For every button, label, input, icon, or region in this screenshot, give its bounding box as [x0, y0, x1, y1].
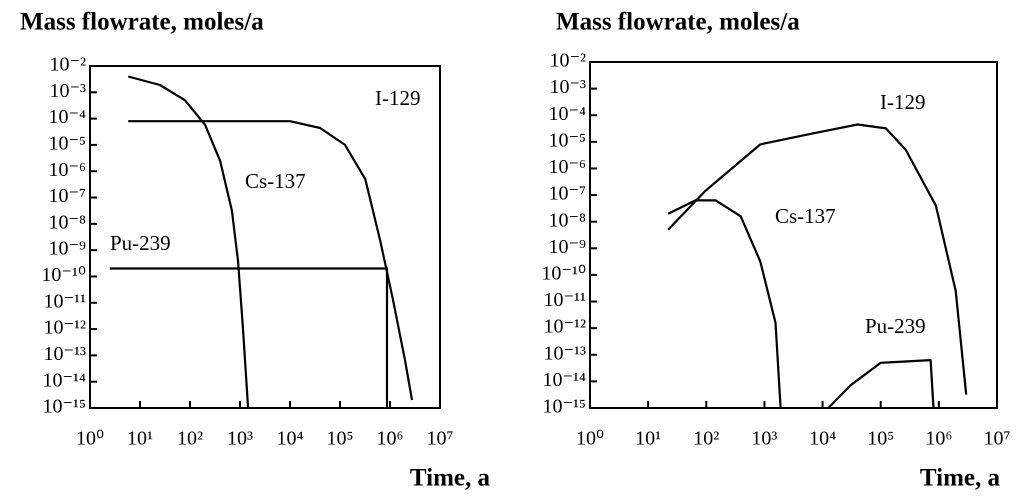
- plot-frame: [589, 61, 998, 409]
- series-label: I-129: [375, 86, 421, 110]
- x-tick-label: 10⁰: [76, 428, 104, 450]
- y-tick-label: 10⁻⁵: [48, 133, 86, 155]
- series-label: I-129: [880, 90, 926, 114]
- x-axis-label: Time, a: [920, 465, 1001, 492]
- y-tick-label: 10⁻⁵: [548, 129, 586, 151]
- series-label: Pu-239: [110, 231, 171, 255]
- series-line: [667, 123, 968, 395]
- y-tick-label: 10⁻²: [549, 50, 586, 72]
- y-tick-label: 10⁻⁹: [548, 236, 586, 258]
- y-tick-label: 10⁻⁶: [548, 156, 586, 178]
- y-tick-label: 10⁻⁸: [548, 209, 586, 231]
- y-tick-label: 10⁻¹⁴: [42, 369, 86, 391]
- series-line: [128, 120, 414, 401]
- y-tick-label: 10⁻¹⁴: [542, 369, 586, 391]
- x-tick-label: 10⁴: [277, 428, 304, 450]
- x-axis-label: Time, a: [410, 465, 491, 492]
- x-tick-label: 10⁰: [576, 428, 604, 450]
- x-tick-label: 10²: [177, 428, 203, 450]
- y-tick-label: 10⁻⁷: [48, 185, 86, 207]
- y-tick-label: 10⁻¹⁵: [42, 396, 86, 418]
- y-tick-label: 10⁻⁶: [48, 159, 86, 181]
- y-tick-label: 10⁻¹²: [43, 317, 86, 339]
- x-tick-label: 10³: [227, 428, 253, 450]
- series-line: [127, 75, 250, 409]
- y-tick-label: 10⁻⁴: [48, 106, 86, 128]
- x-tick-label: 10³: [751, 428, 777, 450]
- series-line: [109, 267, 389, 408]
- x-tick-label: 10⁶: [925, 428, 952, 450]
- y-tick-label: 10⁻²: [49, 54, 86, 76]
- x-tick-label: 10⁶: [377, 428, 404, 450]
- y-tick-label: 10⁻¹⁰: [41, 264, 86, 286]
- x-tick-label: 10⁵: [327, 428, 354, 450]
- y-tick-label: 10⁻¹³: [543, 342, 586, 364]
- y-tick-label: 10⁻⁷: [548, 183, 586, 205]
- y-tick-label: 10⁻¹³: [43, 343, 86, 365]
- chart-title: Mass flowrate, moles/a: [20, 9, 264, 36]
- y-tick-label: 10⁻¹⁰: [541, 263, 586, 285]
- x-tick-label: 10⁵: [867, 428, 894, 450]
- x-tick-label: 10⁷: [427, 428, 454, 450]
- chart-title: Mass flowrate, moles/a: [556, 9, 800, 36]
- y-tick-label: 10⁻³: [49, 80, 86, 102]
- y-tick-label: 10⁻⁴: [548, 103, 586, 125]
- x-tick-label: 10⁷: [984, 428, 1011, 450]
- series-label: Cs-137: [245, 169, 306, 193]
- x-tick-label: 10¹: [127, 428, 153, 450]
- plot-frame: [89, 65, 441, 409]
- x-tick-label: 10¹: [635, 428, 661, 450]
- x-tick-label: 10⁴: [809, 428, 836, 450]
- y-tick-label: 10⁻¹¹: [543, 289, 586, 311]
- y-tick-label: 10⁻¹¹: [43, 290, 86, 312]
- series-label: Pu-239: [865, 314, 926, 338]
- y-tick-label: 10⁻¹²: [543, 316, 586, 338]
- y-tick-label: 10⁻³: [549, 76, 586, 98]
- series-line: [827, 359, 935, 409]
- y-tick-label: 10⁻⁹: [48, 238, 86, 260]
- y-tick-label: 10⁻⁸: [48, 211, 86, 233]
- series-label: Cs-137: [775, 204, 836, 228]
- x-tick-label: 10²: [693, 428, 719, 450]
- y-tick-label: 10⁻¹⁵: [542, 396, 586, 418]
- series-line: [667, 199, 782, 409]
